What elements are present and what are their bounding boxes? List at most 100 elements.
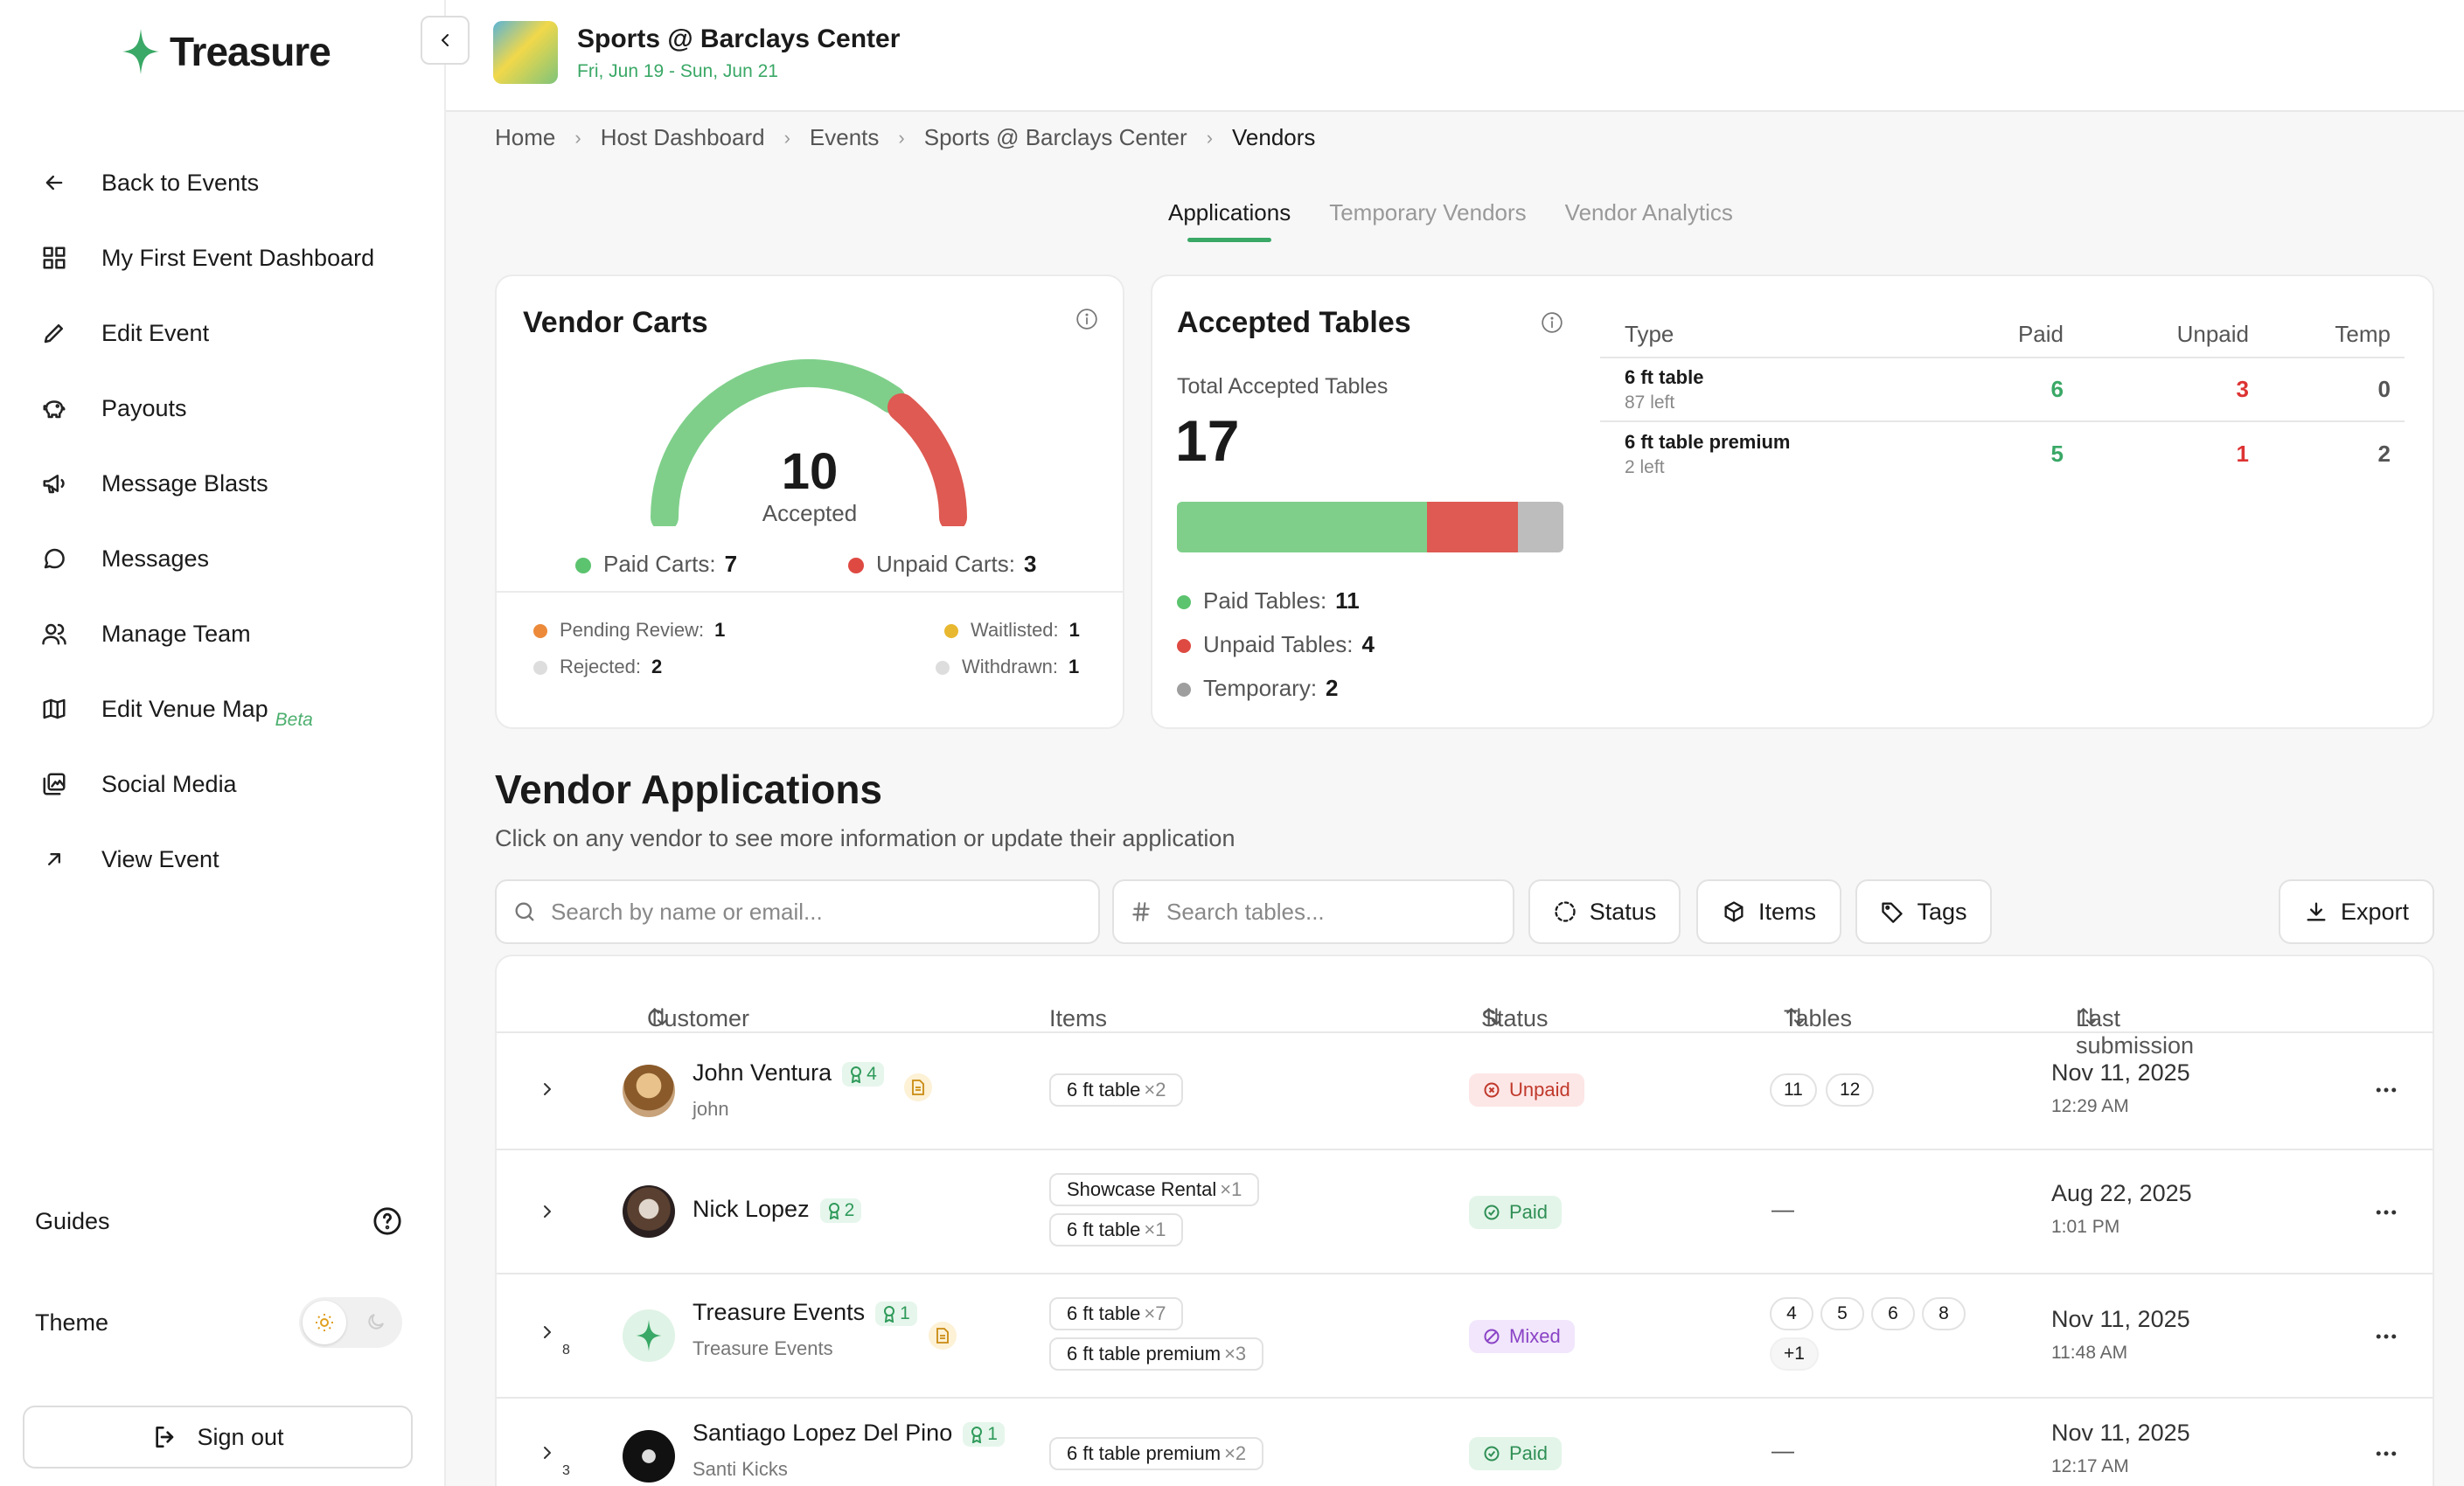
sidebar-item-manage-team[interactable]: Manage Team: [35, 596, 420, 671]
more-actions-icon[interactable]: [2373, 1077, 2399, 1103]
megaphone-icon: [35, 464, 73, 503]
table-row[interactable]: John Ventura 4 john 6 ft table ×2 Unpaid 1…: [497, 1033, 2433, 1150]
table-number-chip: 4: [1770, 1297, 1813, 1330]
total-accepted-value: 17: [1175, 408, 1240, 473]
help-circle-icon[interactable]: [372, 1206, 402, 1236]
status-filter-label: Status: [1589, 898, 1657, 925]
breadcrumb-current: Vendors: [1232, 124, 1316, 150]
more-tables-chip[interactable]: +1: [1770, 1337, 1819, 1371]
table-types-table: Type Paid Unpaid Temp 6 ft table 87 left…: [1600, 311, 2405, 486]
sidebar-item-back-to-events[interactable]: Back to Events: [35, 145, 420, 220]
sidebar-item-messages[interactable]: Messages: [35, 521, 420, 596]
breadcrumb-separator: ›: [783, 126, 790, 149]
column-type: Type: [1625, 320, 1674, 347]
sidebar-nav: Back to Events My First Event Dashboard …: [35, 145, 420, 897]
chevron-right-icon[interactable]: [537, 1442, 558, 1463]
moon-icon: [365, 1311, 386, 1332]
tab-applications[interactable]: Applications: [1168, 199, 1291, 242]
dashed-circle-icon: [1553, 899, 1577, 924]
guides-label: Guides: [35, 1207, 110, 1234]
more-actions-icon[interactable]: [2373, 1323, 2399, 1350]
logo[interactable]: Treasure: [122, 28, 331, 75]
sidebar-item-dashboard[interactable]: My First Event Dashboard: [35, 220, 420, 295]
item-chip: 6 ft table ×2: [1049, 1073, 1184, 1107]
export-button[interactable]: Export: [2279, 879, 2434, 944]
tags-filter-button[interactable]: Tags: [1855, 879, 1992, 944]
document-icon[interactable]: [904, 1073, 932, 1101]
sort-icon: [1784, 1005, 1806, 1028]
items-filter-button[interactable]: Items: [1696, 879, 1841, 944]
breadcrumb-events[interactable]: Events: [809, 124, 880, 150]
tab-temporary-vendors[interactable]: Temporary Vendors: [1329, 199, 1527, 226]
table-number-chip: 5: [1820, 1297, 1864, 1330]
item-qty: ×7: [1144, 1302, 1166, 1324]
treasure-sparkle-icon: [636, 1320, 662, 1351]
award-count: 4: [867, 1063, 877, 1084]
column-temp: Temp: [2335, 320, 2391, 347]
sidebar-item-message-blasts[interactable]: Message Blasts: [35, 446, 420, 521]
sort-icon: [1481, 1005, 1504, 1028]
sign-out-button[interactable]: Sign out: [23, 1406, 413, 1469]
chat-bubble-icon: [35, 539, 73, 578]
unpaid-tables-label: Unpaid Tables:: [1203, 631, 1354, 657]
item-chip: 6 ft table premium ×3: [1049, 1337, 1264, 1371]
item-name: 6 ft table: [1067, 1219, 1141, 1240]
tables-search-input[interactable]: Search tables...: [1112, 879, 1514, 944]
breadcrumb-host-dashboard[interactable]: Host Dashboard: [600, 124, 765, 150]
sort-icon: [647, 1005, 670, 1028]
status-text: Paid: [1509, 1442, 1549, 1464]
table-types-header: Type Paid Unpaid Temp: [1600, 311, 2405, 358]
table-type-cell: 6 ft table premium 2 left: [1600, 431, 1932, 478]
paid-carts-value: 7: [724, 551, 738, 577]
sidebar-item-view-event[interactable]: View Event: [35, 822, 420, 897]
tags-filter-label: Tags: [1917, 898, 1967, 925]
waitlisted-dot: [944, 624, 958, 639]
chevron-right-icon[interactable]: [537, 1079, 558, 1100]
paid-dot: [575, 558, 591, 574]
sidebar-item-social-media[interactable]: Social Media: [35, 746, 420, 822]
breadcrumb-home[interactable]: Home: [495, 124, 556, 150]
table-row[interactable]: 3 Santiago Lopez Del Pino 1 Santi Kicks 6…: [497, 1399, 2433, 1486]
hash-icon: [1130, 900, 1152, 923]
temp-count: 0: [2377, 376, 2391, 402]
vendor-tabs: Applications Temporary Vendors Vendor An…: [1168, 199, 1733, 242]
sidebar-item-edit-venue-map[interactable]: Edit Venue Map Beta: [35, 671, 420, 746]
paid-count: 6: [2050, 376, 2064, 402]
more-actions-icon[interactable]: [2373, 1441, 2399, 1467]
table-number-chip: 12: [1826, 1073, 1875, 1107]
download-icon: [2304, 899, 2328, 924]
sidebar-item-payouts[interactable]: Payouts: [35, 371, 420, 446]
sidebar-item-edit-event[interactable]: Edit Event: [35, 295, 420, 371]
vendor-carts-card: Vendor Carts 10 Accepted Paid Carts: 7 Un…: [495, 274, 1124, 729]
document-icon[interactable]: [929, 1322, 957, 1350]
sign-out-icon: [151, 1423, 179, 1451]
item-chip: Showcase Rental ×1: [1049, 1173, 1260, 1206]
table-row[interactable]: Nick Lopez 2 Showcase Rental ×1 6 ft table…: [497, 1150, 2433, 1274]
search-input[interactable]: Search by name or email...: [495, 879, 1100, 944]
breadcrumb-event[interactable]: Sports @ Barclays Center: [923, 124, 1187, 150]
collapse-sidebar-button[interactable]: [421, 16, 470, 65]
vendor-carts-title: Vendor Carts: [523, 306, 708, 339]
more-actions-icon[interactable]: [2373, 1199, 2399, 1226]
info-icon[interactable]: [1541, 311, 1563, 334]
sidebar: Treasure Back to Events My First Event D…: [0, 0, 446, 1486]
customer-name: John Ventura 4: [693, 1059, 884, 1087]
item-chip: 6 ft table ×1: [1049, 1213, 1184, 1246]
guides-row[interactable]: Guides: [35, 1206, 402, 1236]
customer-name: Treasure Events 1: [693, 1299, 917, 1326]
item-qty: ×1: [1220, 1178, 1242, 1200]
card-divider: [497, 591, 1123, 593]
submission-date: Aug 22, 2025: [2051, 1180, 2192, 1206]
sidebar-item-label: Payouts: [101, 394, 187, 421]
award-badge: 1: [875, 1301, 917, 1326]
tab-vendor-analytics[interactable]: Vendor Analytics: [1564, 199, 1733, 226]
status-filter-button[interactable]: Status: [1528, 879, 1681, 944]
users-icon: [35, 615, 73, 653]
chevron-right-icon[interactable]: [537, 1201, 558, 1222]
temporary-segment: [1518, 502, 1563, 552]
table-row[interactable]: 8 Treasure Events 1 Treasure Events 6 ft …: [497, 1274, 2433, 1399]
info-icon[interactable]: [1075, 308, 1098, 330]
pending-dot: [533, 624, 547, 639]
theme-toggle[interactable]: [299, 1297, 402, 1348]
chevron-right-icon[interactable]: [537, 1322, 558, 1343]
